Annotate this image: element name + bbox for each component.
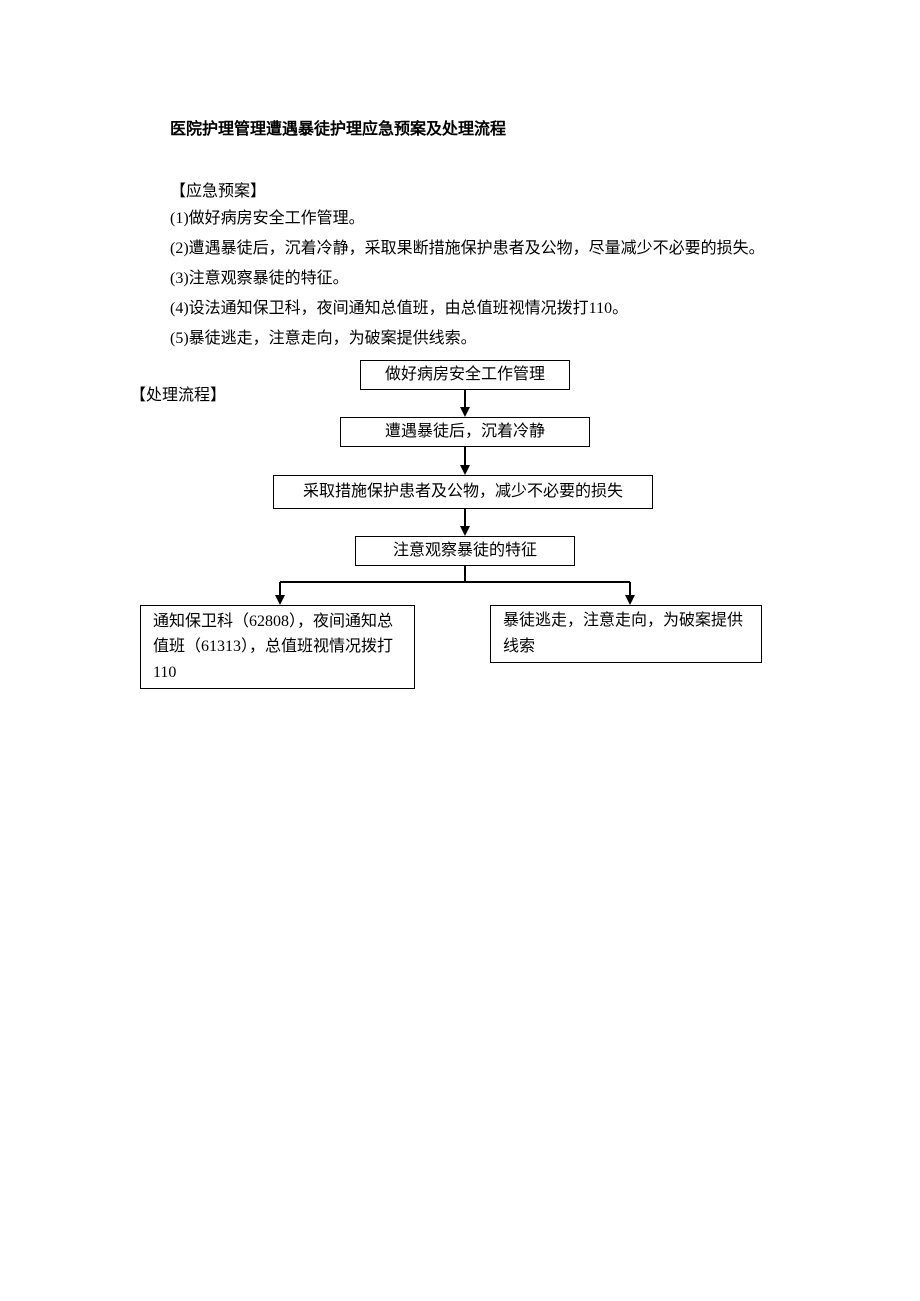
flow-node-2: 遭遇暴徒后，沉着冷静 (340, 417, 590, 447)
arrow-head-icon (460, 465, 470, 475)
plan-item-4: (4)设法通知保卫科，夜间通知总值班，由总值班视情况拨打110。 (170, 297, 830, 321)
flow-node-3: 采取措施保护患者及公物，减少不必要的损失 (273, 475, 653, 509)
plan-item-1: (1)做好病房安全工作管理。 (170, 207, 830, 231)
plan-item-5: (5)暴徒逃走，注意走向，为破案提供线索。 (170, 327, 830, 351)
document-title: 医院护理管理遭遇暴徒护理应急预案及处理流程 (170, 115, 830, 139)
arrow-head-icon (460, 407, 470, 417)
flow-node-1: 做好病房安全工作管理 (360, 360, 570, 390)
flow-edge (464, 447, 466, 466)
flow-node-4: 注意观察暴徒的特征 (355, 536, 575, 566)
section-header-plan: 【应急预案】 (170, 177, 830, 201)
flow-edge (464, 566, 466, 582)
plan-item-3: (3)注意观察暴徒的特征。 (170, 267, 830, 291)
flow-edge (280, 581, 630, 583)
flow-edge (629, 582, 631, 596)
arrow-head-icon (625, 595, 635, 605)
flow-edge (279, 582, 281, 596)
flowchart-container: 做好病房安全工作管理遭遇暴徒后，沉着冷静采取措施保护患者及公物，减少不必要的损失… (140, 360, 780, 710)
arrow-head-icon (275, 595, 285, 605)
flow-node-6: 暴徒逃走，注意走向，为破案提供线索 (490, 605, 762, 663)
arrow-head-icon (460, 526, 470, 536)
flow-edge (464, 509, 466, 527)
flow-edge (464, 390, 466, 408)
plan-item-2: (2)遭遇暴徒后，沉着冷静，采取果断措施保护患者及公物，尽量减少不必要的损失。 (170, 237, 830, 261)
flow-node-5: 通知保卫科（62808），夜间通知总值班（61313），总值班视情况拨打 110 (140, 605, 415, 689)
